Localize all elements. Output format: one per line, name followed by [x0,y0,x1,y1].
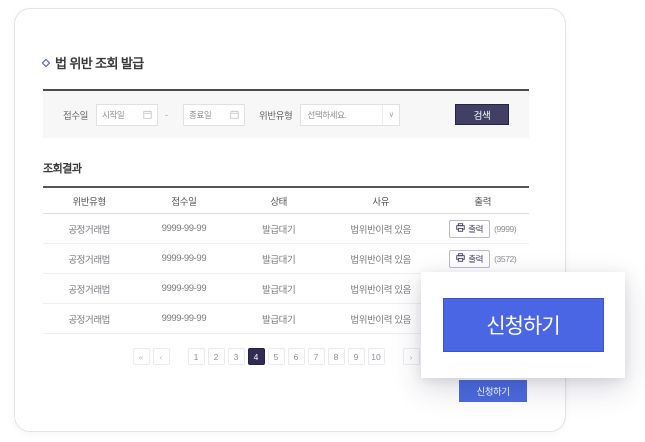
results-table: 위반유형 접수일 상태 사유 출력 공정거래법 9999-99-99 발급대기 법위반이력 있… [43,186,529,334]
pagination-page-1[interactable]: 1 [187,348,205,365]
violation-type-select[interactable]: 선택하세요. ∨ [300,103,401,126]
print-cell: 출력 (3572) [437,249,529,268]
search-filter-bar: 접수일 시작일 - 종료일 위반유형 [43,89,529,138]
apply-button-magnified[interactable]: 신청하기 [442,298,604,352]
pagination-page-7[interactable]: 7 [307,348,325,365]
results-table-body: 공정거래법 9999-99-99 발급대기 법위반이력 있음 출력 (9999) 공정거래법… [43,214,529,334]
print-button[interactable]: 출력 [449,249,491,268]
table-cell: 발급대기 [261,284,296,296]
table-cell: 9999-99-99 [161,223,207,234]
table-row: 공정거래법 9999-99-99 발급대기 법위반이력 있음 출력 (9999) [43,214,529,244]
diamond-icon [41,58,51,67]
start-date-input[interactable]: 시작일 [96,103,159,126]
results-heading: 조회결과 [43,163,82,175]
page-title: 법 위반 조회 발급 [41,53,144,72]
print-count: (9999) [494,223,517,234]
receipt-date-label: 접수일 [63,110,89,122]
apply-button[interactable]: 신청하기 [459,380,527,402]
column-header: 사유 [372,196,390,208]
end-date-input[interactable]: 종료일 [183,103,246,126]
print-count: (3572) [494,253,517,264]
table-row: 공정거래법 9999-99-99 발급대기 법위반이력 있음 출력 (3572) [43,244,529,274]
print-button-label: 출력 [468,253,484,264]
page-title-text: 법 위반 조회 발급 [55,56,144,71]
print-cell: 출력 (9999) [437,219,529,238]
start-date-placeholder: 시작일 [102,109,125,120]
column-header: 상태 [270,196,288,208]
calendar-icon[interactable] [230,110,239,119]
date-range-separator: - [165,109,169,120]
pagination-page-2[interactable]: 2 [207,348,225,365]
print-button[interactable]: 출력 [449,219,491,238]
table-cell: 9999-99-99 [161,253,207,264]
table-cell: 법위반이력 있음 [350,314,412,326]
pagination-page-8[interactable]: 8 [327,348,345,365]
pagination-page-5[interactable]: 5 [267,348,285,365]
violation-type-selected-value: 선택하세요. [307,109,347,120]
table-cell: 9999-99-99 [161,313,207,324]
table-cell: 법위반이력 있음 [350,284,412,296]
table-cell: 발급대기 [261,254,296,266]
table-cell: 공정거래법 [68,284,111,296]
results-table-header: 위반유형 접수일 상태 사유 출력 [43,186,529,214]
column-header: 출력 [474,196,492,208]
table-cell: 9999-99-99 [161,283,207,294]
table-row: 공정거래법 9999-99-99 발급대기 법위반이력 있음 [43,274,529,304]
printer-icon [456,253,465,264]
main-card: 법 위반 조회 발급 접수일 시작일 - 종료일 [14,8,566,432]
calendar-icon[interactable] [143,110,152,119]
pagination-page-9[interactable]: 9 [347,348,365,365]
column-header: 접수일 [171,196,197,208]
pagination-page-10[interactable]: 10 [367,348,385,365]
pagination-page-6[interactable]: 6 [287,348,305,365]
search-button[interactable]: 검색 [455,104,509,125]
pagination-first-button[interactable]: « [132,348,150,365]
violation-type-label: 위반유형 [259,110,293,122]
table-row: 공정거래법 9999-99-99 발급대기 법위반이력 있음 [43,304,529,334]
chevron-down-icon: ∨ [382,104,399,125]
table-cell: 발급대기 [261,314,296,326]
pagination-page-4[interactable]: 4 [247,348,265,365]
apply-button-zoom-callout: 신청하기 [421,272,625,378]
table-cell: 발급대기 [261,224,296,236]
table-cell: 공정거래법 [68,254,111,266]
table-cell: 법위반이력 있음 [350,254,412,266]
printer-icon [456,223,465,234]
pagination-page-3[interactable]: 3 [227,348,245,365]
pagination-next-button[interactable]: › [402,348,420,365]
print-button-label: 출력 [468,223,484,234]
table-cell: 공정거래법 [68,314,111,326]
table-cell: 공정거래법 [68,224,111,236]
table-cell: 법위반이력 있음 [350,224,412,236]
end-date-placeholder: 종료일 [189,109,212,120]
column-header: 위반유형 [72,196,106,208]
pagination-prev-button[interactable]: ‹ [152,348,170,365]
